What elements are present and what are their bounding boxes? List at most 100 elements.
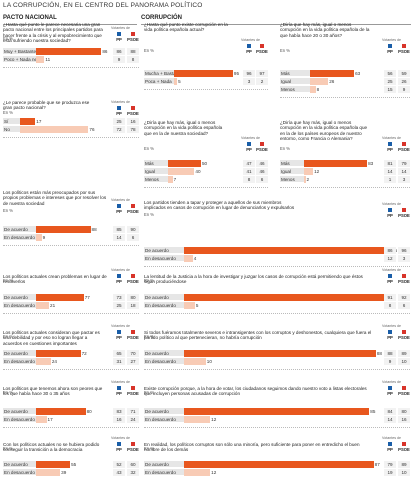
- percent-note: En %: [3, 208, 14, 213]
- pp-value: 16: [113, 416, 125, 423]
- pp-value: 12: [384, 255, 396, 262]
- bar-value: 26: [329, 79, 335, 84]
- bar: [36, 234, 42, 241]
- bar: [174, 70, 233, 77]
- votantes-label: Votantes de: [241, 136, 260, 140]
- psoe-value: 8: [127, 56, 139, 63]
- psoe-logo-icon: [131, 274, 135, 278]
- bar-value: 40: [195, 169, 201, 174]
- bar: [304, 168, 314, 175]
- bar: [184, 408, 370, 415]
- pp-header: PP: [387, 147, 393, 152]
- bar-value: 17: [47, 417, 53, 422]
- psoe-value: 3: [398, 255, 410, 262]
- percent-note: En %: [144, 390, 155, 395]
- row-label: En desacuerdo: [144, 358, 184, 365]
- column-header-corrupcion: CORRUPCIÓN: [141, 15, 411, 25]
- pp-header: PP: [387, 447, 393, 452]
- column-header-pacto: PACTO NACIONAL: [3, 15, 137, 25]
- psoe-logo-icon: [131, 442, 135, 446]
- votantes-label: Votantes de: [111, 198, 130, 202]
- psoe-header: PSOE: [127, 279, 139, 284]
- row-label: Igual: [144, 168, 168, 175]
- pp-value: 31: [113, 358, 125, 365]
- pp-logo-icon: [117, 274, 121, 278]
- bar: [36, 56, 45, 63]
- pp-logo-icon: [388, 142, 392, 146]
- pp-value: 83: [113, 408, 125, 415]
- votantes-label: Votantes de: [382, 436, 401, 440]
- pp-logo-icon: [117, 204, 121, 208]
- psoe-value: 3: [398, 176, 410, 183]
- votantes-label: Votantes de: [382, 38, 401, 42]
- question-text: Los políticos que tenemos ahora son peor…: [3, 386, 103, 397]
- question-text: Los políticos están más preocupados por …: [3, 190, 107, 206]
- question-text: ¿Hasta qué punto le parece necesaria una…: [3, 22, 103, 43]
- pp-logo-icon: [388, 330, 392, 334]
- row-label: De acuerdo: [3, 350, 36, 357]
- psoe-value: 46: [256, 168, 268, 175]
- psoe-value: 46: [256, 160, 268, 167]
- question-text: Existe corrupción porque, a la hora de v…: [144, 386, 367, 397]
- percent-note: En %: [144, 48, 155, 53]
- bar: [184, 358, 206, 365]
- psoe-logo-icon: [131, 386, 135, 390]
- pp-value: 14: [384, 168, 396, 175]
- row-label: Mucha + Bastante: [144, 70, 174, 77]
- percent-note: En %: [3, 110, 14, 115]
- pp-value: 8: [243, 176, 255, 183]
- pp-header: PP: [246, 147, 252, 152]
- psoe-value: 96: [398, 247, 410, 254]
- psoe-logo-icon: [131, 32, 135, 36]
- psoe-value: 10: [398, 469, 410, 476]
- row-label: De acuerdo: [144, 350, 184, 357]
- psoe-header: PSOE: [398, 391, 410, 396]
- bar: [36, 408, 86, 415]
- question-text: Los políticos actuales crean problemas e…: [3, 274, 107, 285]
- pp-value: 8: [384, 302, 396, 309]
- psoe-value: 80: [127, 294, 139, 301]
- pp-logo-icon: [388, 44, 392, 48]
- pp-header: PP: [246, 49, 252, 54]
- psoe-header: PSOE: [127, 447, 139, 452]
- percent-note: En %: [280, 48, 291, 53]
- bar-value: 80: [86, 409, 92, 414]
- panel-divider: [3, 369, 139, 370]
- percent-note: En %: [144, 446, 155, 451]
- psoe-value: 92: [398, 294, 410, 301]
- pp-value: 19: [384, 469, 396, 476]
- pp-header: PP: [116, 37, 122, 42]
- psoe-header: PSOE: [127, 111, 139, 116]
- bar-value: 55: [71, 462, 77, 467]
- bar-value: 10: [206, 359, 212, 364]
- pp-header: PP: [116, 335, 122, 340]
- row-label: Menos: [144, 176, 168, 183]
- row-label: De acuerdo: [3, 294, 36, 301]
- psoe-value: 26: [398, 78, 410, 85]
- page-title: LA CORRUPCIÓN, EN EL CENTRO DEL PANORAMA…: [3, 2, 203, 9]
- bar: [184, 302, 195, 309]
- percent-note: En %: [144, 146, 155, 151]
- panel-divider: [3, 137, 139, 138]
- psoe-value: 6: [398, 302, 410, 309]
- psoe-header: PSOE: [398, 49, 410, 54]
- bar: [36, 469, 61, 476]
- panel-divider: [3, 245, 139, 246]
- psoe-header: PSOE: [256, 49, 268, 54]
- psoe-value: 16: [398, 416, 410, 423]
- pp-value: 41: [243, 168, 255, 175]
- psoe-value: 10: [398, 358, 410, 365]
- votantes-label: Votantes de: [382, 268, 401, 272]
- row-label: Muy + Bastante necesario: [3, 48, 36, 55]
- bar: [20, 126, 89, 133]
- psoe-header: PSOE: [127, 209, 139, 214]
- bar-value: 39: [61, 470, 67, 475]
- row-label: De acuerdo: [3, 408, 36, 415]
- bar: [174, 78, 178, 85]
- votantes-label: Votantes de: [111, 324, 130, 328]
- question-text: En realidad, los políticos corruptos son…: [144, 442, 360, 453]
- psoe-value: 78: [127, 126, 139, 133]
- bar: [36, 48, 102, 55]
- bar-value: 4: [193, 256, 197, 261]
- bar-value: 21: [50, 303, 56, 308]
